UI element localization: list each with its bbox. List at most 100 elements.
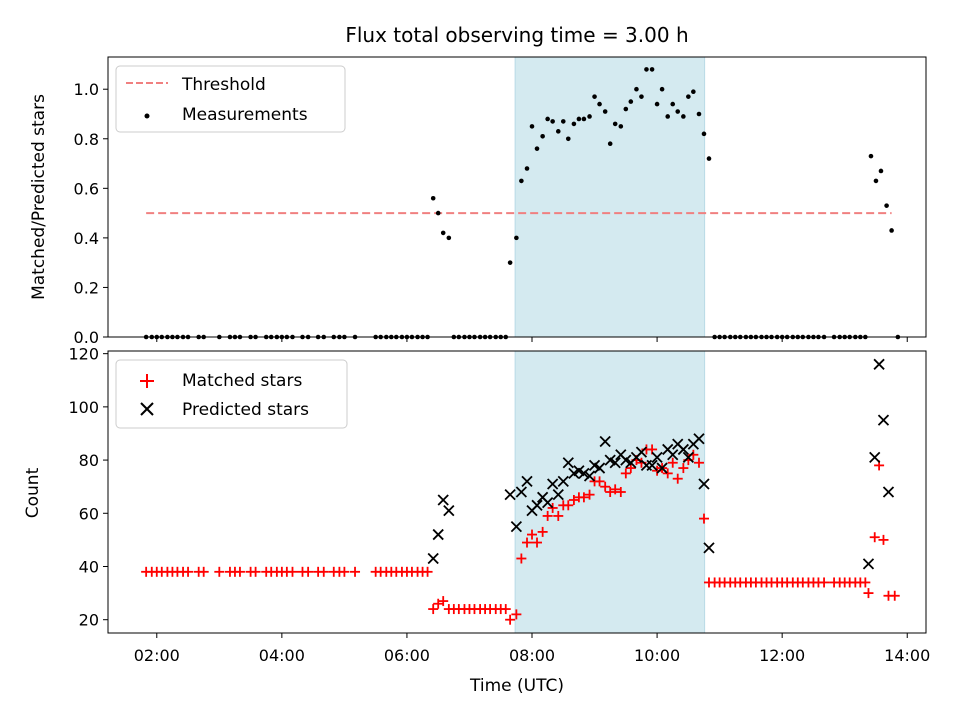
predicted-star-point bbox=[437, 494, 449, 506]
matched-star-point bbox=[287, 566, 298, 577]
top-shade-rect bbox=[514, 56, 706, 338]
measurement-point bbox=[592, 94, 597, 99]
measurement-point bbox=[602, 109, 608, 114]
measurement-point bbox=[440, 230, 446, 236]
matched-star-point bbox=[605, 487, 616, 497]
measurement-point bbox=[435, 210, 441, 216]
bottom-x-tick-label: 14:00 bbox=[884, 646, 930, 665]
measurement-point bbox=[534, 146, 540, 151]
matched-star-point bbox=[234, 566, 245, 577]
legend-matched-swatch bbox=[140, 374, 154, 388]
predicted-star-point bbox=[432, 528, 444, 541]
predicted-star-point bbox=[542, 497, 554, 509]
measurement-point bbox=[545, 116, 550, 122]
top-y-tick-label: 0.2 bbox=[74, 278, 99, 297]
matched-star-point bbox=[578, 492, 589, 503]
predicted-star-point bbox=[635, 446, 648, 458]
matched-star-point bbox=[594, 476, 605, 487]
measurement-point bbox=[686, 94, 691, 99]
matched-star-point bbox=[527, 529, 538, 540]
predicted-star-point bbox=[656, 462, 668, 474]
top-y-tick-label: 0.0 bbox=[74, 328, 99, 347]
legend-measurements-label: Measurements bbox=[182, 105, 308, 125]
bottom-y-tick-label: 120 bbox=[68, 345, 99, 364]
top-y-tick-label: 0.6 bbox=[74, 179, 99, 198]
matched-star-point bbox=[610, 484, 621, 495]
predicted-star-point bbox=[547, 478, 559, 490]
measurement-point bbox=[628, 99, 634, 104]
measurement-point bbox=[670, 101, 676, 107]
matched-star-point bbox=[863, 588, 874, 599]
matched-star-point bbox=[532, 537, 543, 548]
matched-star-point bbox=[889, 590, 900, 601]
matched-star-point bbox=[878, 534, 889, 545]
predicted-star-point bbox=[862, 558, 875, 570]
matched-star-point bbox=[303, 566, 314, 577]
matched-star-point bbox=[433, 598, 444, 609]
predicted-star-point bbox=[521, 475, 533, 487]
matched-star-point bbox=[698, 513, 709, 524]
matched-star-point bbox=[672, 473, 683, 484]
top-y-tick-label: 1.0 bbox=[74, 80, 99, 99]
bottom-y-tick-label: 80 bbox=[79, 451, 99, 470]
measurement-point bbox=[618, 124, 624, 129]
measurement-point bbox=[529, 124, 535, 129]
measurement-point bbox=[612, 121, 618, 127]
measurement-point bbox=[659, 86, 665, 92]
measurement-point bbox=[540, 133, 545, 139]
matched-star-point bbox=[350, 566, 361, 577]
matched-star-point bbox=[620, 468, 631, 479]
measurement-point bbox=[649, 67, 655, 72]
predicted-star-point bbox=[427, 552, 439, 565]
matched-star-point bbox=[516, 553, 527, 564]
count-points bbox=[141, 358, 900, 625]
matched-star-point bbox=[438, 596, 449, 607]
matched-star-point bbox=[318, 566, 329, 577]
measurement-point bbox=[555, 129, 561, 134]
matched-star-point bbox=[860, 577, 871, 588]
measurement-point bbox=[507, 260, 513, 265]
top-legend-box bbox=[115, 65, 346, 133]
measurement-point bbox=[696, 111, 702, 117]
measurement-point bbox=[597, 101, 602, 107]
matched-star-point bbox=[214, 566, 225, 577]
measurement-point bbox=[607, 141, 613, 147]
matched-star-point bbox=[819, 577, 830, 588]
predicted-star-point bbox=[703, 542, 715, 554]
measurement-point bbox=[623, 106, 629, 112]
predicted-star-point bbox=[578, 467, 590, 480]
measurement-point bbox=[550, 119, 555, 124]
measurement-point bbox=[576, 116, 582, 122]
matched-star-point bbox=[542, 510, 553, 521]
measurement-point bbox=[446, 235, 452, 241]
legend-measurements-swatch bbox=[144, 113, 150, 119]
predicted-star-point bbox=[443, 504, 455, 517]
measurement-point bbox=[560, 119, 566, 124]
bottom-y-tick-label: 100 bbox=[68, 398, 99, 417]
matched-star-point bbox=[422, 566, 433, 577]
matched-star-point bbox=[250, 566, 261, 577]
bottom-y-tick-label: 20 bbox=[79, 611, 99, 630]
predicted-star-point bbox=[531, 499, 543, 511]
matched-star-point bbox=[547, 502, 558, 513]
predicted-star-point bbox=[651, 451, 663, 464]
matched-star-point bbox=[662, 468, 673, 479]
measurement-point bbox=[581, 116, 587, 122]
measurement-point bbox=[524, 166, 530, 171]
matched-star-point bbox=[428, 604, 439, 615]
top-axes-frame bbox=[107, 56, 927, 338]
predicted-star-point bbox=[869, 451, 881, 464]
measurement-point bbox=[634, 86, 639, 92]
bottom-y-tick-label: 40 bbox=[79, 557, 99, 576]
measurement-point bbox=[514, 235, 519, 241]
measurement-point bbox=[681, 114, 686, 119]
top-shaded-interval bbox=[514, 56, 706, 338]
predicted-star-point bbox=[562, 457, 574, 469]
measurement-point bbox=[873, 178, 879, 184]
predicted-star-point bbox=[557, 475, 569, 487]
bottom-y-axis-label: Count bbox=[23, 467, 43, 518]
predicted-star-point bbox=[583, 470, 596, 482]
top-y-tick-label: 0.4 bbox=[74, 229, 99, 248]
matched-star-point bbox=[615, 487, 626, 497]
